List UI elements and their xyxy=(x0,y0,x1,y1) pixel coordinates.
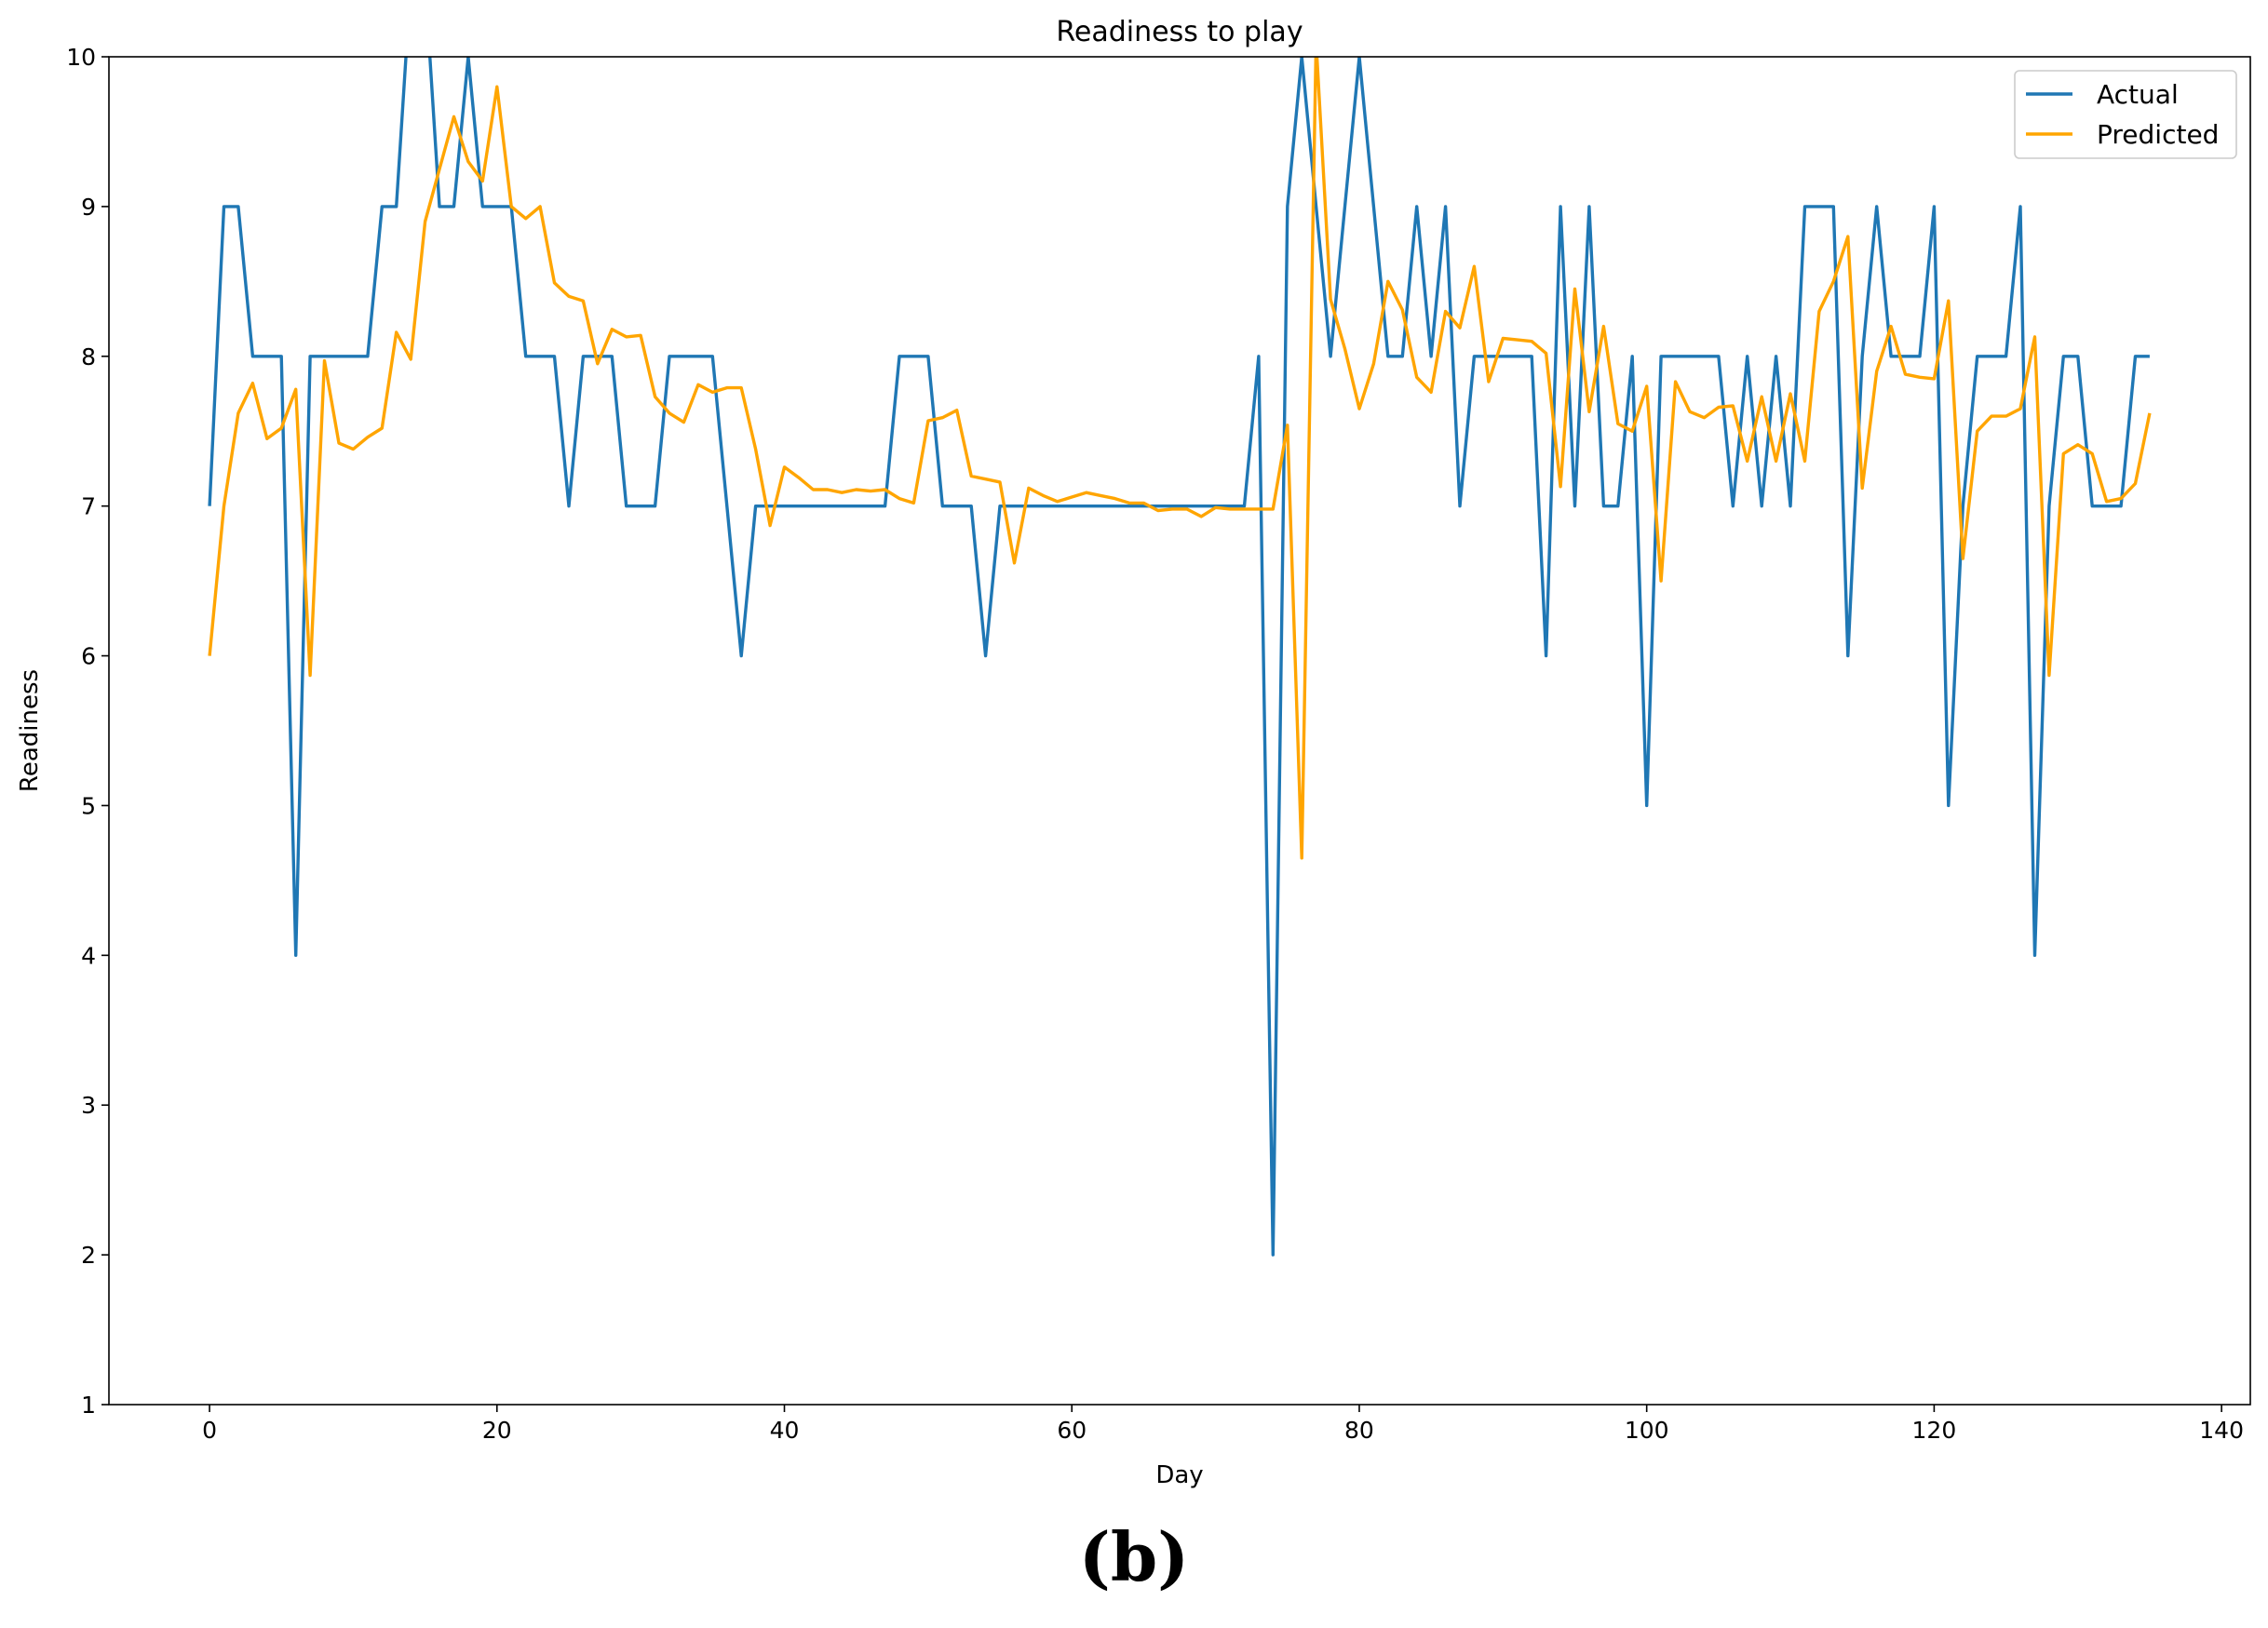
y-tick-label: 6 xyxy=(81,643,96,670)
x-axis-title: Day xyxy=(1155,1461,1203,1489)
y-tick-label: 3 xyxy=(81,1092,96,1119)
y-axis-title: Readiness xyxy=(16,669,44,792)
series-line-predicted xyxy=(208,57,2152,860)
x-tick-label: 140 xyxy=(2199,1417,2244,1444)
y-tick-label: 10 xyxy=(66,44,96,71)
x-tick-label: 0 xyxy=(202,1417,217,1444)
y-tick-label: 1 xyxy=(81,1392,96,1419)
series-layer xyxy=(208,57,2152,1257)
y-tick-label: 2 xyxy=(81,1242,96,1269)
ticks-layer: 0 20 40 60 80 100 120 140 1 2 3 4 5 6 7 8 9 10 xyxy=(66,44,2244,1444)
axes-layer xyxy=(108,56,2251,1406)
y-tick-label: 4 xyxy=(81,942,96,969)
y-tick-label: 8 xyxy=(81,343,96,370)
chart-title: Readiness to play xyxy=(1056,16,1303,48)
legend-label-predicted: Predicted xyxy=(2097,119,2219,150)
legend-label-actual: Actual xyxy=(2097,79,2179,110)
figure-caption: (b) xyxy=(1078,1517,1190,1596)
legend: Actual Predicted xyxy=(2014,70,2237,159)
x-tick-label: 40 xyxy=(770,1417,800,1444)
plot-frame xyxy=(108,56,2251,1406)
x-tick-label: 20 xyxy=(482,1417,512,1444)
series-line-actual xyxy=(208,57,2150,1257)
y-tick-label: 5 xyxy=(81,792,96,819)
y-tick-label: 7 xyxy=(81,493,96,520)
x-tick-label: 80 xyxy=(1344,1417,1374,1444)
x-tick-label: 100 xyxy=(1625,1417,1669,1444)
x-tick-label: 60 xyxy=(1057,1417,1087,1444)
y-tick-label: 9 xyxy=(81,194,96,221)
x-tick-label: 120 xyxy=(1912,1417,1957,1444)
